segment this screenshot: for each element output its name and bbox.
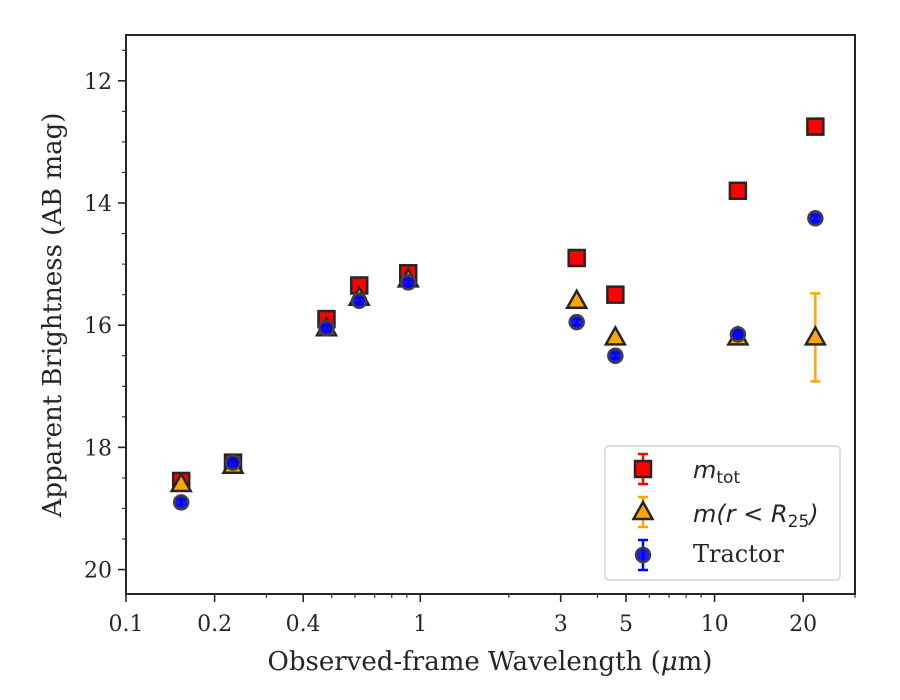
point-mr25-5 [565, 288, 589, 310]
x-tick-label-20: 20 [789, 612, 817, 637]
legend-mtot-main: m [693, 456, 716, 484]
y-tick-label-14: 14 [84, 192, 112, 217]
point-tractor-8 [807, 210, 824, 227]
y-tick-label-12: 12 [84, 70, 112, 95]
point-mtot-7 [728, 181, 748, 201]
point-mtot-8 [806, 117, 825, 136]
legend-label-mtot: mtot [693, 456, 740, 488]
point-tractor-7 [729, 326, 747, 343]
x-axis-title-suffix: m) [678, 647, 713, 677]
plot-area [169, 117, 827, 511]
legend-label-tractor: Tractor [693, 540, 784, 568]
x-tick-label-0.4: 0.4 [286, 612, 321, 637]
x-tick-label-0.1: 0.1 [109, 612, 144, 637]
legend-mr25-sub: 25 [788, 512, 810, 532]
legend-mr25-main: m(r < R [693, 500, 788, 528]
point-tractor-0 [172, 494, 190, 511]
legend: mtot m(r < R25) Tractor [604, 445, 841, 581]
point-mr25-6 [603, 324, 627, 346]
point-tractor-2 [318, 319, 335, 337]
legend-marker-tractor [634, 546, 652, 564]
point-mtot-5 [567, 248, 586, 268]
y-axis-title: Apparent Brightness (AB mag) [38, 113, 68, 519]
legend-mr25-end: ) [807, 500, 818, 528]
legend-markers [631, 452, 655, 572]
legend-box [604, 445, 841, 581]
legend-label-mr25: m(r < R25) [693, 500, 819, 532]
point-mr25-8 [803, 324, 827, 346]
y-tick-label-20: 20 [84, 559, 112, 584]
x-tick-label-3: 3 [554, 612, 568, 637]
x-tick-label-5: 5 [619, 612, 633, 637]
series-tractor [172, 210, 824, 511]
legend-marker-mtot [633, 459, 653, 479]
point-tractor-3 [350, 292, 368, 310]
point-tractor-5 [568, 313, 585, 331]
legend-marker-mr25 [631, 499, 655, 521]
point-mtot-6 [606, 285, 625, 304]
point-mr25-0 [169, 471, 193, 493]
point-tractor-1 [224, 454, 242, 471]
y-tick-label-18: 18 [84, 436, 112, 461]
point-tractor-6 [607, 347, 624, 364]
x-tick-label-0.2: 0.2 [197, 612, 232, 637]
axes: 0.1 0.2 0.4 1 3 5 10 20 12 14 16 18 20 [84, 34, 856, 637]
x-axis-title-prefix: Observed-frame Wavelength ( [268, 647, 661, 677]
axes-frame [125, 34, 856, 595]
x-tick-label-10: 10 [701, 612, 729, 637]
legend-mtot-sub: tot [716, 468, 740, 488]
x-tick-label-1: 1 [413, 612, 427, 637]
x-axis-title: Observed-frame Wavelength (μm) [268, 647, 713, 677]
point-tractor-4 [399, 274, 417, 291]
y-tick-label-16: 16 [84, 314, 112, 339]
x-axis-title-mu: μ [661, 647, 678, 677]
